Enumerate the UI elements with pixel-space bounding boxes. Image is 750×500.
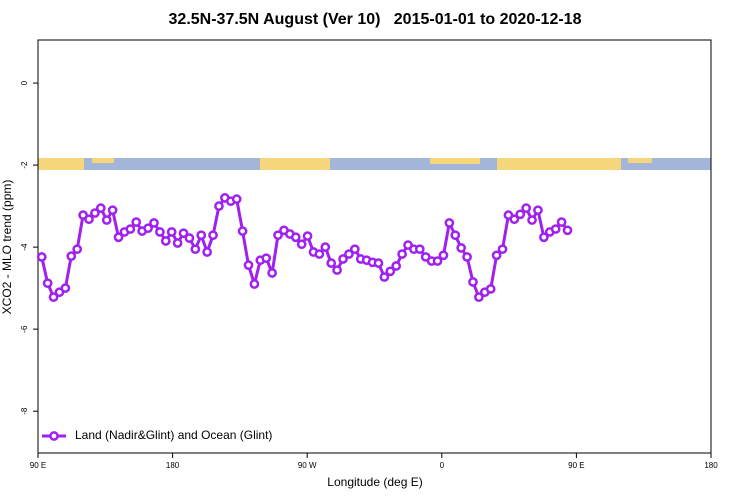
point: [397, 249, 407, 259]
point: [290, 232, 301, 243]
point: [320, 242, 331, 252]
point: [178, 228, 189, 239]
point: [550, 224, 561, 234]
x-tick-label: 90 E: [30, 461, 46, 470]
point: [539, 232, 549, 243]
plot-frame: [37, 39, 712, 454]
point: [95, 203, 106, 214]
point: [107, 205, 118, 216]
point: [36, 252, 47, 262]
x-tick-label: 180: [704, 461, 718, 470]
point: [468, 277, 478, 287]
point: [267, 268, 277, 278]
x-tick-label: 90 W: [298, 461, 317, 470]
point: [231, 194, 242, 204]
land-strip: [628, 158, 652, 163]
y-tick-label: -6: [20, 325, 29, 333]
legend-marker: [49, 431, 59, 441]
land-ocean-band: [38, 158, 711, 170]
point: [491, 250, 502, 261]
point: [414, 244, 425, 255]
point: [438, 250, 449, 261]
point: [184, 233, 195, 243]
point: [497, 244, 508, 255]
point: [237, 226, 248, 236]
land-strip: [38, 158, 84, 170]
point: [143, 223, 153, 234]
point: [149, 218, 159, 228]
point: [302, 231, 313, 241]
point: [314, 249, 325, 259]
point: [42, 278, 53, 289]
point: [60, 283, 71, 293]
x-tick-label: 0: [440, 461, 445, 470]
y-axis-label: XCO2 - MLO trend (ppm): [0, 180, 14, 315]
point: [521, 203, 531, 214]
point: [349, 244, 360, 255]
point: [450, 230, 461, 241]
point: [562, 225, 573, 236]
point: [379, 272, 390, 282]
point: [166, 227, 177, 237]
point: [556, 217, 567, 227]
point: [456, 243, 467, 253]
land-strip: [92, 158, 114, 163]
point: [214, 201, 224, 211]
point: [373, 258, 384, 268]
chart-title: 32.5N-37.5N August (Ver 10) 2015-01-01 t…: [169, 11, 582, 28]
point: [84, 214, 94, 225]
land-strip: [260, 158, 330, 170]
point: [527, 215, 537, 225]
point: [273, 230, 283, 241]
point: [432, 256, 443, 266]
x-tick-label: 90 E: [568, 461, 584, 470]
point: [125, 224, 136, 234]
point: [385, 266, 396, 277]
point: [66, 251, 77, 261]
point: [190, 244, 201, 255]
x-axis-label: Longitude (deg E): [327, 475, 422, 489]
point: [113, 232, 124, 243]
point: [72, 244, 83, 255]
y-tick-label: 0: [20, 80, 29, 85]
point: [462, 252, 472, 262]
point: [249, 279, 260, 289]
point: [474, 292, 484, 303]
point: [208, 230, 218, 241]
y-tick-label: -4: [20, 243, 29, 251]
y-tick-label: -2: [20, 161, 29, 169]
point: [48, 292, 59, 303]
point: [131, 217, 142, 227]
point: [296, 239, 307, 250]
point: [332, 265, 342, 275]
point: [444, 218, 455, 228]
point: [344, 249, 354, 259]
point: [196, 230, 207, 241]
y-tick-label: -8: [20, 407, 29, 415]
land-strip: [430, 158, 480, 164]
point: [533, 205, 543, 216]
x-tick-label: 180: [166, 461, 180, 470]
point: [243, 260, 254, 271]
legend-label: Land (Nadir&Glint) and Ocean (Glint): [75, 428, 272, 442]
point: [338, 254, 348, 264]
point: [202, 247, 212, 257]
point: [90, 208, 100, 218]
point: [155, 227, 165, 237]
point: [326, 258, 337, 268]
point: [261, 253, 272, 264]
point: [509, 214, 520, 225]
point: [172, 238, 183, 248]
point: [101, 215, 112, 225]
point: [515, 209, 526, 220]
point: [485, 284, 496, 294]
land-strip: [497, 158, 621, 170]
point: [160, 236, 171, 246]
point: [391, 261, 402, 271]
